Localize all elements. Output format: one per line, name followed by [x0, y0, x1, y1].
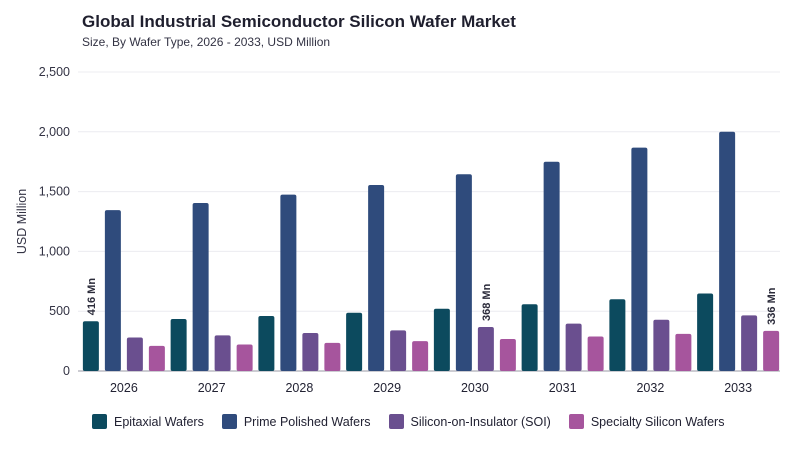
bar: [412, 341, 429, 371]
legend-item-specialty: Specialty Silicon Wafers: [568, 414, 725, 429]
bar: [631, 147, 648, 371]
bar: [258, 315, 275, 371]
bar: [148, 345, 165, 371]
bar: [565, 323, 582, 371]
x-tick-label: 2031: [549, 381, 577, 395]
y-tick-label: 2,000: [39, 125, 70, 139]
bar: [763, 330, 780, 371]
legend-label: Prime Polished Wafers: [243, 414, 371, 429]
legend-label: Epitaxial Wafers: [114, 414, 204, 429]
bar: [741, 315, 758, 371]
legend-label: Specialty Silicon Wafers: [590, 414, 725, 429]
x-tick-label: 2027: [198, 381, 226, 395]
bar: [280, 194, 297, 371]
bar: [390, 330, 407, 371]
y-tick-label: 500: [49, 304, 70, 318]
bar: [653, 319, 670, 371]
bar: [104, 210, 121, 371]
bar: [82, 321, 99, 371]
bar: [368, 185, 385, 371]
bar: [236, 344, 253, 371]
legend-swatch: [92, 414, 107, 429]
bar: [499, 338, 516, 371]
x-tick-label: 2026: [110, 381, 138, 395]
legend-swatch: [221, 414, 237, 429]
bar: [324, 342, 341, 371]
legend-item-soi: Silicon-on-Insulator (SOI): [388, 414, 551, 429]
bar: [170, 318, 187, 371]
bar: [302, 332, 319, 371]
bar: [214, 335, 231, 371]
chart-title: Global Industrial Semiconductor Silicon …: [82, 12, 516, 31]
bar: [675, 333, 692, 371]
chart-subtitle: Size, By Wafer Type, 2026 - 2033, USD Mi…: [82, 35, 331, 49]
y-tick-label: 1,000: [39, 244, 70, 258]
legend-label: Silicon-on-Insulator (SOI): [410, 414, 551, 429]
x-tick-label: 2030: [461, 381, 489, 395]
x-tick-label: 2028: [285, 381, 313, 395]
bar: [192, 202, 209, 371]
x-tick-label: 2033: [724, 381, 752, 395]
bar: [521, 304, 538, 371]
data-label: 368 Mn: [481, 283, 493, 321]
bar: [719, 131, 736, 371]
bar: [455, 174, 472, 371]
bar: [346, 312, 363, 371]
data-label: 416 Mn: [86, 278, 98, 316]
x-tick-label: 2029: [373, 381, 401, 395]
bar: [697, 293, 714, 371]
x-tick-label: 2032: [636, 381, 664, 395]
data-label: 336 Mn: [766, 287, 778, 325]
y-axis-label: USD Million: [15, 189, 29, 254]
y-tick-label: 0: [63, 364, 70, 378]
bar: [609, 299, 626, 371]
bar: [126, 337, 143, 371]
bar: [543, 161, 560, 371]
legend-swatch: [568, 414, 584, 429]
bar: [587, 336, 604, 371]
bar: [433, 308, 450, 371]
y-tick-label: 1,500: [39, 185, 70, 199]
legend-item-epitaxial: Epitaxial Wafers: [92, 414, 204, 429]
legend-swatch: [388, 414, 404, 429]
y-tick-label: 2,500: [39, 65, 70, 79]
legend-item-prime-polished: Prime Polished Wafers: [221, 414, 371, 429]
bar: [477, 326, 494, 371]
chart-legend: Epitaxial Wafers Prime Polished Wafers S…: [92, 414, 742, 429]
